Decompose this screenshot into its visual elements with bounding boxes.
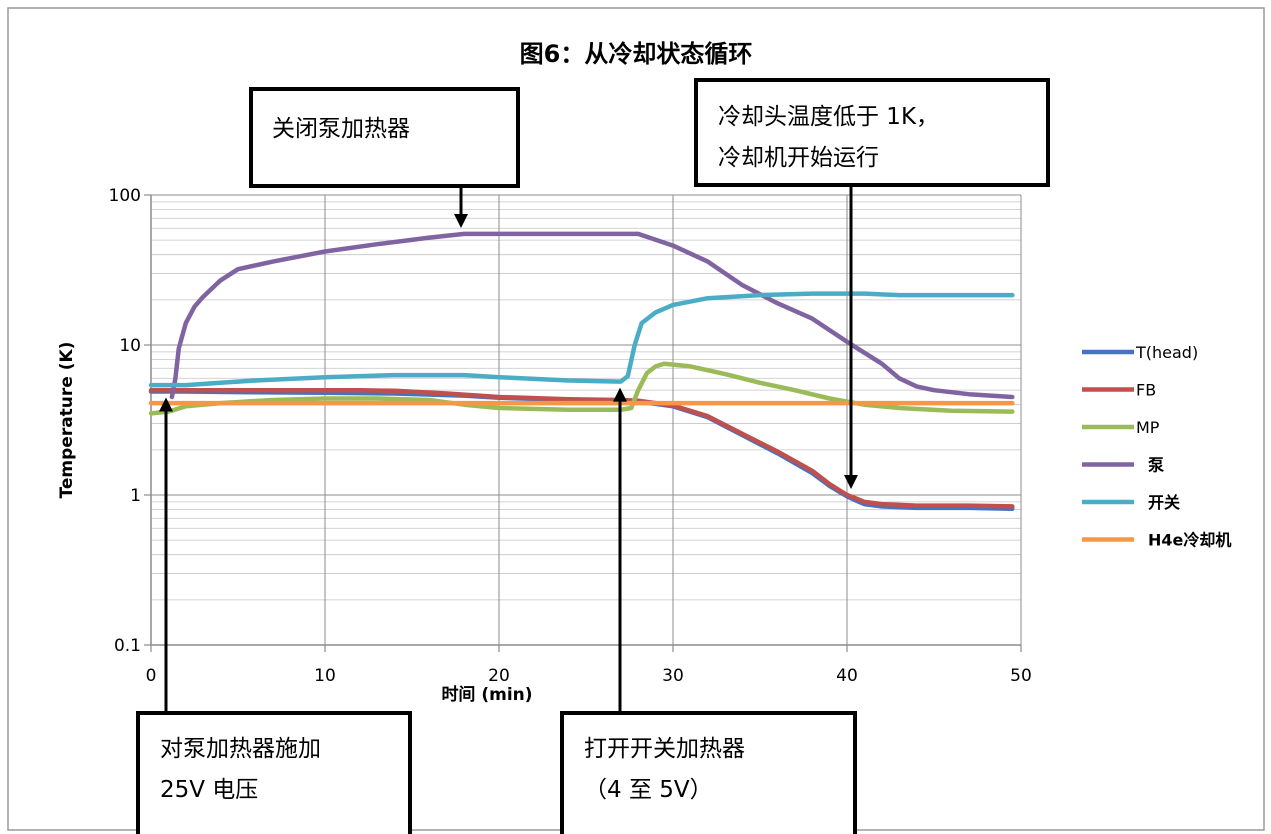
- legend-label: 开关: [1148, 493, 1180, 512]
- series-layer: [148, 231, 1015, 511]
- legend-item: MP: [1082, 418, 1160, 437]
- legend-item: 开关: [1082, 493, 1180, 512]
- legend-label: MP: [1136, 418, 1160, 437]
- callout-box: [249, 87, 520, 188]
- x-tick-label: 20: [488, 666, 510, 686]
- callout-arrowhead: [613, 387, 627, 402]
- y-tick-label: 0.1: [114, 636, 141, 656]
- legend-label: T(head): [1135, 343, 1198, 362]
- callout-text: 冷却头温度低于 1K，: [718, 104, 939, 130]
- y-tick-label: 100: [109, 186, 141, 206]
- callout-text: 对泵加热器施加: [160, 736, 321, 762]
- x-tick-label: 50: [1010, 666, 1032, 686]
- series-line-开关: [148, 291, 1015, 388]
- legend-item: 泵: [1082, 456, 1164, 475]
- legend: T(head) FB MP 泵开关 H4e冷却机: [1082, 343, 1231, 550]
- chart-frame: [7, 7, 1265, 831]
- callout-pump-25v: 对泵加热器施加 25V 电压: [136, 397, 412, 834]
- axes: [144, 194, 1022, 652]
- callout-box: [560, 711, 857, 834]
- x-tick-label: 40: [836, 666, 858, 686]
- legend-item: FB: [1082, 381, 1156, 400]
- y-axis-title: Temperature (K): [57, 342, 77, 499]
- x-axis-title: 时间 (min): [441, 684, 532, 705]
- x-tick-label: 10: [314, 666, 336, 686]
- callout-head-below-1k: 冷却头温度低于 1K， 冷却机开始运行: [694, 78, 1050, 489]
- legend-item: T(head): [1082, 343, 1198, 362]
- chart-title: 图6：从冷却状态循环: [520, 40, 753, 68]
- legend-label: H4e冷却机: [1148, 531, 1231, 550]
- callout-text: 冷却机开始运行: [718, 145, 879, 171]
- callout-text: 关闭泵加热器: [272, 116, 410, 142]
- callout-text: 25V 电压: [160, 777, 258, 803]
- x-tick-label: 0: [146, 666, 157, 686]
- callout-box: [694, 78, 1050, 187]
- x-tick-label: 30: [662, 666, 684, 686]
- callout-pump-heater-off: 关闭泵加热器: [249, 87, 520, 228]
- series-line-泵: [169, 231, 1015, 400]
- callout-arrowhead: [159, 397, 173, 412]
- legend-label: FB: [1136, 381, 1156, 400]
- legend-label: 泵: [1147, 456, 1164, 475]
- y-tick-label: 1: [130, 486, 141, 506]
- series-line-FB: [148, 387, 1015, 509]
- series-line-MP: [148, 361, 1015, 416]
- callout-arrowhead: [454, 213, 468, 228]
- callout-box: [136, 711, 412, 834]
- callout-arrowhead: [844, 475, 858, 489]
- y-tick-label: 10: [119, 336, 141, 356]
- tick-labels: 0.1 1 10 100 0 10 20 30 40 50: [109, 186, 1032, 686]
- callout-text: 打开开关加热器: [584, 736, 745, 762]
- legend-item: H4e冷却机: [1082, 531, 1231, 550]
- callout-text: （4 至 5V）: [584, 777, 713, 803]
- callout-switch-heater-on: 打开开关加热器 （4 至 5V）: [560, 387, 857, 834]
